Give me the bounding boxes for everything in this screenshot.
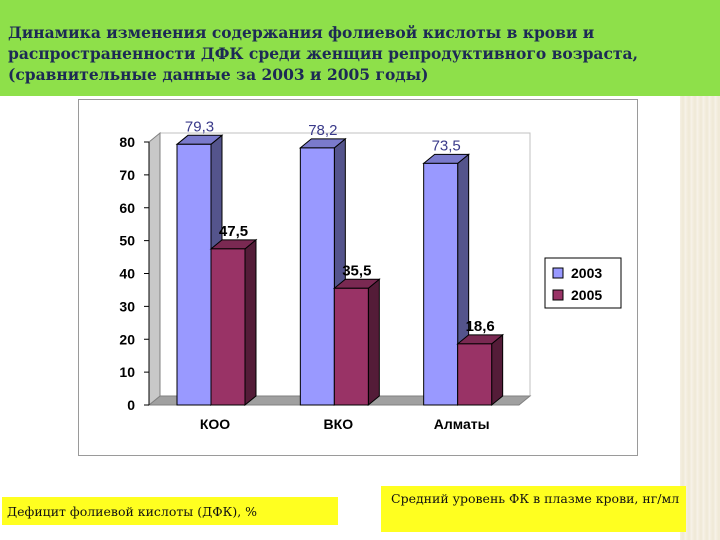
legend-swatch (552, 289, 564, 301)
bar-chart: 0 10 20 30 40 50 60 70 80 79,3 47,5 КОО 78,2 35,5 ВКО 7… (78, 99, 638, 456)
bar (423, 162, 459, 406)
bar (210, 248, 246, 406)
x-tick-label: Алматы (434, 416, 490, 432)
caption-deficit: Дефицит фолиевой кислоты (ДФК), % (2, 497, 338, 525)
data-label: 78,2 (308, 122, 337, 139)
bar-side (367, 278, 380, 407)
chart-canvas: 0 10 20 30 40 50 60 70 80 79,3 47,5 КОО 78,2 35,5 ВКО 7… (119, 118, 622, 432)
data-label: 79,3 (185, 118, 214, 135)
bar (299, 147, 335, 406)
y-tick-label: 60 (119, 200, 135, 216)
decorative-side-strip (680, 96, 720, 540)
y-tick-label: 30 (119, 298, 135, 314)
chart-side-wall (148, 131, 161, 407)
x-tick-label: ВКО (324, 416, 354, 432)
y-tick-label: 40 (119, 266, 135, 282)
bar-side (244, 238, 257, 407)
data-label: 73,5 (432, 137, 461, 154)
data-label: 47,5 (219, 223, 248, 240)
y-tick-label: 80 (119, 134, 135, 150)
x-tick-label: КОО (200, 416, 230, 432)
bar (176, 143, 212, 406)
bar (333, 287, 369, 406)
bar-side (491, 333, 504, 407)
y-tick-label: 70 (119, 167, 135, 183)
slide-title: Динамика изменения содержания фолиевой к… (8, 23, 638, 84)
y-tick-label: 50 (119, 233, 135, 249)
data-label: 18,6 (466, 318, 495, 335)
caption-mean-level: Средний уровень ФК в плазме крови, нг/мл (381, 486, 686, 532)
data-label: 35,5 (342, 262, 371, 279)
bar (457, 343, 493, 406)
y-tick-label: 10 (119, 364, 135, 380)
legend-swatch (552, 267, 564, 279)
legend-label: 2003 (571, 265, 602, 281)
y-tick-label: 0 (127, 397, 135, 413)
title-banner: Динамика изменения содержания фолиевой к… (0, 0, 720, 96)
y-tick-label: 20 (119, 331, 135, 347)
legend-label: 2005 (571, 287, 602, 303)
